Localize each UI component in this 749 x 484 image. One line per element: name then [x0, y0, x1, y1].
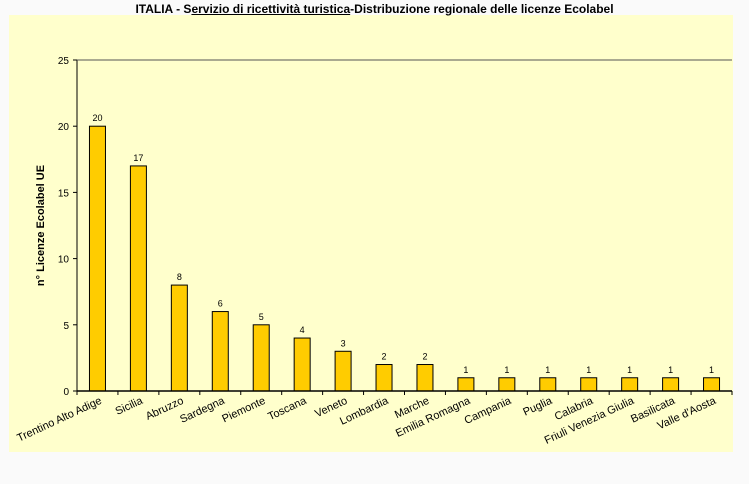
y-tick-label: 25: [58, 56, 70, 67]
data-label: 2: [422, 352, 427, 362]
bar: [170, 284, 188, 392]
title-part-3: -Distribuzione regionale delle licenze E…: [350, 2, 614, 16]
x-tick-label: Sardegna: [178, 394, 227, 425]
bar: [375, 364, 393, 392]
data-label: 1: [668, 365, 673, 375]
y-tick-label: 0: [63, 387, 69, 398]
x-tick-label: Campania: [463, 394, 514, 426]
bar: [334, 350, 352, 392]
chart-title: ITALIA - Servizio di ricettività turisti…: [0, 2, 749, 16]
x-tick-label: Puglia: [521, 394, 555, 418]
y-tick-label: 20: [58, 122, 70, 133]
data-label: 4: [300, 325, 305, 335]
bar: [129, 165, 147, 392]
data-label: 5: [259, 312, 264, 322]
bar: [416, 364, 434, 392]
chart-panel: [9, 15, 733, 452]
bar: [211, 311, 229, 392]
data-label: 1: [709, 365, 714, 375]
data-label: 1: [586, 365, 591, 375]
bar: [539, 377, 557, 392]
x-tick-label: Toscana: [266, 394, 309, 423]
data-label: 17: [133, 153, 143, 163]
bar: [457, 377, 475, 392]
y-tick-label: 10: [58, 255, 70, 266]
bar: [703, 377, 721, 392]
bar: [498, 377, 516, 392]
data-label: 1: [627, 365, 632, 375]
data-label: 1: [463, 365, 468, 375]
data-label: 6: [218, 299, 223, 309]
bar: [580, 377, 598, 392]
title-part-2: ervizio di ricettività turistica: [191, 2, 351, 16]
bar: [252, 324, 270, 392]
bar: [621, 377, 639, 392]
x-tick-label: Trentino Alto Adige: [15, 395, 103, 445]
bar: [293, 337, 311, 392]
data-label: 1: [504, 365, 509, 375]
data-label: 1: [545, 365, 550, 375]
y-tick-label: 5: [63, 321, 69, 332]
x-tick-label: Piemonte: [220, 395, 267, 426]
data-label: 2: [382, 352, 387, 362]
data-label: 8: [177, 272, 182, 282]
y-tick-label: 15: [58, 188, 70, 199]
bar: [662, 377, 680, 392]
y-axis-label: n° Licenze Ecolabel UE: [35, 165, 47, 286]
data-label: 3: [341, 338, 346, 348]
bar: [88, 125, 106, 392]
title-part-1: ITALIA - S: [135, 2, 192, 16]
x-tick-label: Sicilia: [114, 394, 146, 417]
data-label: 20: [92, 113, 102, 123]
